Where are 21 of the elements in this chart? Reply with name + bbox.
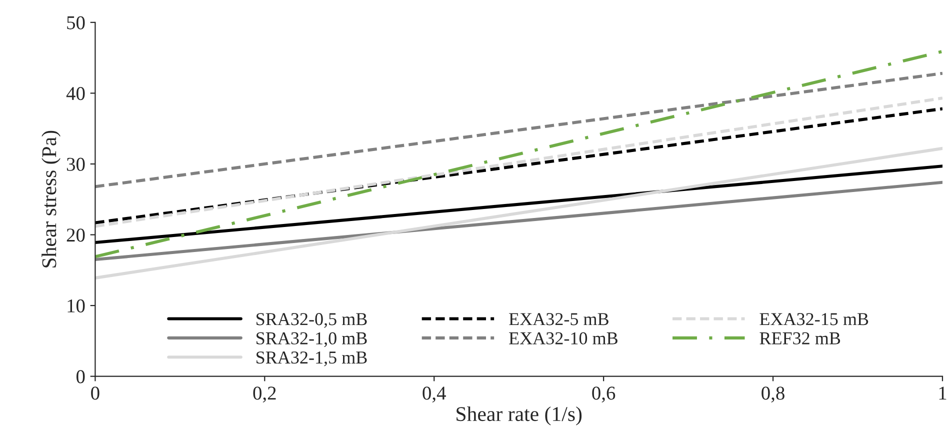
x-tick-label: 0,8 xyxy=(762,386,784,403)
y-tick-label: 10 xyxy=(68,299,85,312)
legend-label: EXA32-5 mB xyxy=(509,313,608,326)
legend-label: SRA32-1,0 mB xyxy=(256,332,367,348)
y-tick-label: 40 xyxy=(66,87,85,100)
legend-label: EXA32-15 mB xyxy=(760,313,868,326)
x-tick-label: 1 xyxy=(939,386,946,400)
x-tick-label: 0,4 xyxy=(422,386,446,403)
legend-label: REF32 mB xyxy=(760,332,840,344)
x-tick-label: 0,2 xyxy=(253,386,276,403)
x-axis-title: Shear rate (1/s) xyxy=(456,406,582,426)
x-tick-label: 0 xyxy=(91,386,100,400)
legend-label: EXA32-10 mB xyxy=(509,332,618,344)
y-tick-label: 20 xyxy=(66,228,85,242)
legend-label: SRA32-1,5 mB xyxy=(256,351,367,366)
x-tick-label: 0,6 xyxy=(592,386,616,403)
y-tick-label: 0 xyxy=(76,370,85,384)
y-tick-label: 50 xyxy=(67,16,85,30)
y-axis-title: Shear stress (Pa) xyxy=(42,130,60,268)
y-tick-label: 30 xyxy=(66,158,85,171)
legend-label: SRA32-0,5 mB xyxy=(256,313,367,328)
